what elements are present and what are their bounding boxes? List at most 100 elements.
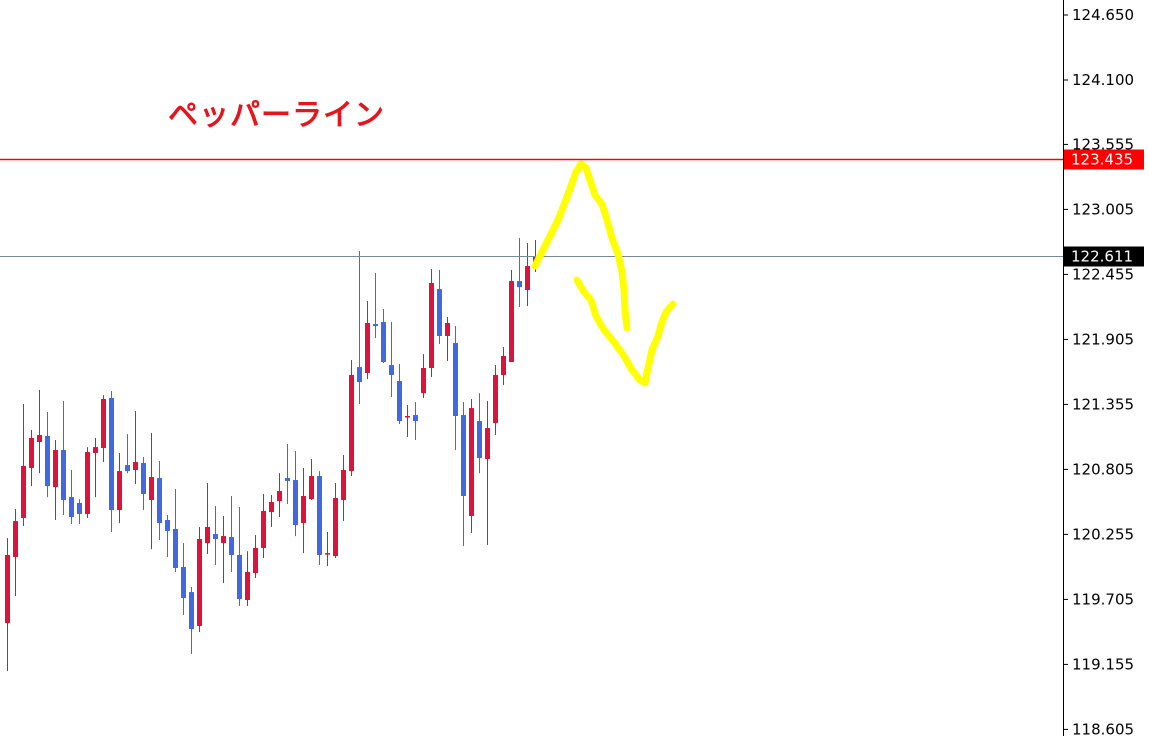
candle-body — [21, 465, 26, 518]
tick-label: 119.705 — [1072, 590, 1134, 608]
candle — [141, 457, 146, 511]
candle-body — [405, 415, 410, 418]
candle-body — [125, 465, 130, 472]
candle — [285, 444, 290, 505]
candle — [357, 251, 362, 405]
candle — [61, 400, 66, 516]
candle-body — [45, 435, 50, 487]
candle — [245, 551, 250, 607]
price-tag-label: 122.611 — [1071, 248, 1133, 266]
tick-label: 121.355 — [1072, 395, 1134, 413]
candle-body — [149, 476, 154, 501]
candle — [349, 359, 354, 477]
candle-body — [133, 461, 138, 470]
candle-body — [29, 437, 34, 468]
candle — [69, 470, 74, 525]
candle-body — [277, 491, 282, 502]
candle-body — [445, 322, 450, 336]
tick-label: 124.650 — [1072, 6, 1134, 24]
candle — [453, 326, 458, 451]
candle — [341, 454, 346, 522]
candle-body — [365, 322, 370, 373]
candle — [37, 389, 42, 474]
candle — [477, 393, 482, 474]
candle-body — [317, 476, 322, 555]
tick-label: 123.555 — [1072, 135, 1134, 153]
candle — [261, 493, 266, 559]
candle — [237, 506, 242, 607]
tick-label: 119.155 — [1072, 655, 1134, 673]
candle — [173, 489, 178, 572]
candle-body — [173, 528, 178, 568]
candle — [421, 354, 426, 399]
candle — [525, 242, 530, 306]
candle — [77, 499, 82, 525]
candle — [101, 395, 106, 462]
price-tags: 123.435 122.611 — [1064, 149, 1144, 267]
candle-body — [221, 536, 226, 544]
candle — [21, 404, 26, 527]
candle — [325, 532, 330, 567]
candle — [117, 452, 122, 524]
candle-body — [309, 476, 314, 500]
candle-body — [13, 521, 18, 557]
tick-label: 123.005 — [1072, 200, 1134, 218]
candle — [213, 506, 218, 566]
candle-body — [469, 408, 474, 516]
candle-body — [109, 398, 114, 511]
candle-body — [389, 365, 394, 375]
candle-body — [157, 478, 162, 524]
candle — [29, 430, 34, 487]
candle-body — [477, 421, 482, 459]
price-tag-bg — [1064, 246, 1144, 267]
yellow-freehand-drawing — [531, 160, 677, 387]
pepper-line-annotation: ペッパーライン — [168, 99, 385, 132]
candle-body — [285, 478, 290, 481]
candle-body — [485, 428, 490, 460]
candle — [437, 270, 442, 345]
candle — [133, 411, 138, 485]
candle-body — [461, 415, 466, 496]
candle-body — [253, 548, 258, 574]
candle-body — [77, 502, 82, 514]
candle-body — [197, 539, 202, 626]
candle-body — [69, 497, 74, 518]
candle — [277, 473, 282, 518]
price-axis: 124.650 124.100 123.555 123.005 122.455 121.9… — [1063, 6, 1134, 736]
candle — [157, 461, 162, 540]
candle — [389, 322, 394, 397]
candle — [373, 272, 378, 338]
candle — [501, 346, 506, 386]
candle-body — [381, 322, 386, 362]
candle-body — [349, 374, 354, 472]
candle — [253, 535, 258, 579]
candle-body — [205, 526, 210, 544]
candle — [197, 526, 202, 633]
candle-body — [237, 554, 242, 600]
candle-body — [5, 554, 10, 624]
candle-body — [261, 511, 266, 548]
candle — [413, 402, 418, 440]
candle-body — [517, 281, 522, 288]
candle — [485, 400, 490, 546]
candle — [189, 587, 194, 655]
candle-body — [117, 471, 122, 511]
candle — [493, 365, 498, 436]
candle-body — [453, 342, 458, 416]
candle — [205, 483, 210, 555]
candle — [269, 495, 274, 527]
candle — [397, 363, 402, 425]
horizontal-lines — [0, 158, 1063, 257]
candle — [469, 398, 474, 533]
candle-body — [53, 450, 58, 488]
tick-label: 122.455 — [1072, 265, 1134, 283]
candle-body — [213, 534, 218, 540]
candles-group — [5, 238, 538, 672]
candle-body — [101, 398, 106, 449]
candle-body — [525, 266, 530, 291]
candle — [45, 411, 50, 498]
tick-label: 124.100 — [1072, 71, 1134, 89]
candle — [301, 467, 306, 554]
candle — [109, 391, 114, 533]
candle-body — [165, 519, 170, 531]
